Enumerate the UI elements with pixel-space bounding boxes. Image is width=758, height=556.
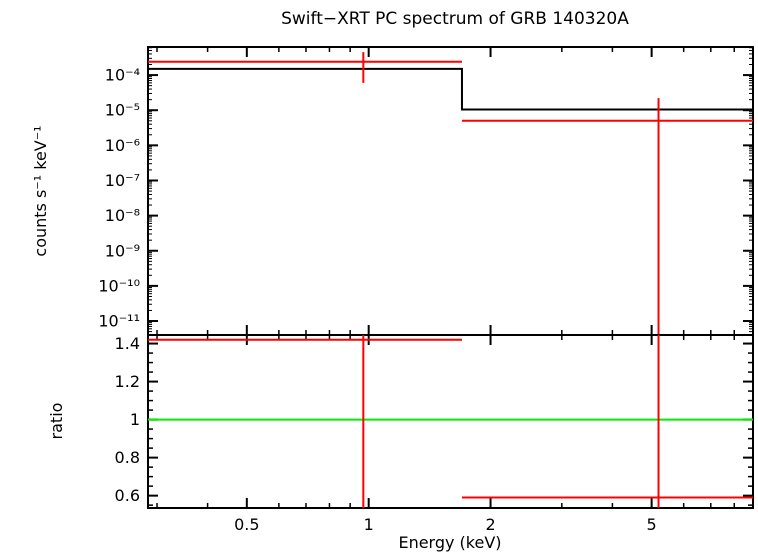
plot-title: Swift−XRT PC spectrum of GRB 140320A: [281, 9, 629, 29]
x-tick-label: 2: [485, 515, 495, 534]
ratio-frame: [147, 334, 754, 509]
y-tick-label: 0.6: [115, 486, 140, 505]
counts-spectrum-frame: [147, 46, 754, 336]
model-line: [148, 67, 753, 111]
y-tick-label: 10⁻⁸: [105, 206, 140, 225]
y-tick-label: 10⁻⁶: [105, 136, 140, 155]
y-tick-label: 10⁻¹¹: [98, 312, 140, 331]
y-tick-label: 1: [130, 410, 140, 429]
x-tick-label: 1: [364, 515, 374, 534]
y-tick-label: 1.2: [115, 372, 140, 391]
x-tick-label: 5: [647, 515, 657, 534]
plot-content: 10⁻⁴ 10⁻⁵ 10⁻⁶ 10⁻⁷ 10⁻⁸ 10⁻⁹ 10⁻¹⁰ 10⁻¹¹ 1.4 1.2…: [98, 46, 754, 534]
y-tick-label: 10⁻⁵: [105, 101, 140, 120]
y-tick-label: 10⁻⁷: [105, 171, 140, 190]
y-axis-label-ratio: ratio: [47, 403, 66, 440]
y-tick-label: 0.8: [115, 448, 140, 467]
x-axis-label: Energy (keV): [398, 533, 501, 552]
y-tick-label: 10⁻⁴: [105, 66, 140, 85]
y-axis-label-counts: counts s⁻¹ keV⁻¹: [31, 125, 50, 256]
y-tick-label: 10⁻¹⁰: [98, 276, 140, 295]
x-tick-label: 0.5: [234, 515, 259, 534]
y-tick-label: 1.4: [115, 334, 140, 353]
y-tick-label: 10⁻⁹: [105, 241, 140, 260]
